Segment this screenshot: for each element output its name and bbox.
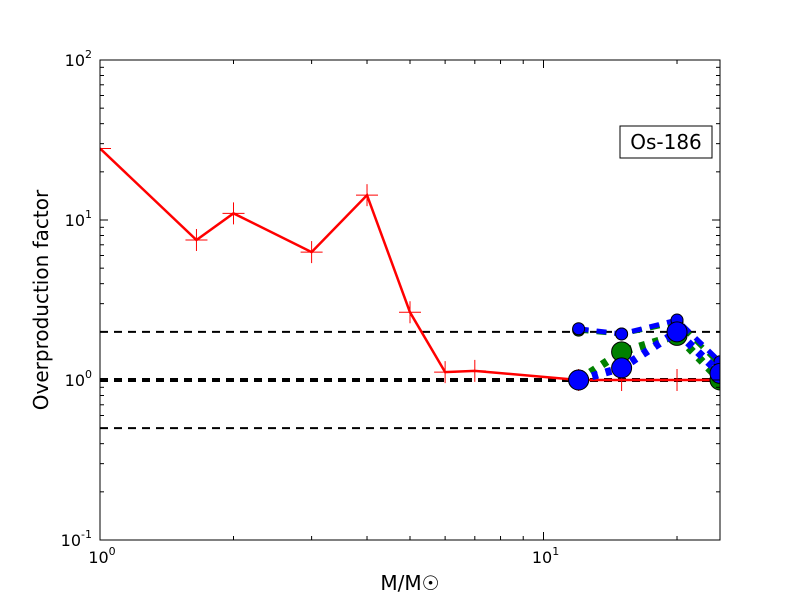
tick-label: 101 bbox=[65, 208, 92, 230]
tick-label: 100 bbox=[88, 545, 115, 567]
data-point bbox=[709, 362, 720, 384]
data-point bbox=[434, 361, 457, 384]
x-axis-label: M/M☉ bbox=[380, 571, 439, 595]
series-group bbox=[100, 137, 720, 391]
data-point bbox=[356, 184, 379, 207]
data-point bbox=[666, 321, 688, 343]
data-point bbox=[666, 369, 689, 391]
tick-label: 10-1 bbox=[61, 528, 92, 550]
data-point bbox=[572, 322, 586, 336]
ticks bbox=[99, 59, 720, 541]
y-axis-label: Overproduction factor bbox=[29, 189, 53, 410]
data-point bbox=[100, 137, 111, 160]
data-point bbox=[615, 327, 629, 341]
data-point bbox=[399, 301, 421, 324]
series-line bbox=[577, 326, 720, 384]
tick-label: 102 bbox=[65, 48, 92, 70]
data-point bbox=[185, 228, 208, 251]
series-line bbox=[578, 317, 720, 364]
annotation-label: Os-186 bbox=[630, 130, 702, 154]
data-point bbox=[463, 359, 486, 382]
data-point bbox=[300, 241, 323, 264]
tick-label: 100 bbox=[65, 368, 92, 390]
data-point bbox=[568, 369, 590, 391]
annotation-box: Os-186 bbox=[619, 125, 713, 159]
data-point bbox=[611, 357, 633, 379]
data-point bbox=[222, 202, 245, 225]
reference-lines bbox=[100, 330, 720, 430]
tick-label: 101 bbox=[532, 545, 559, 567]
